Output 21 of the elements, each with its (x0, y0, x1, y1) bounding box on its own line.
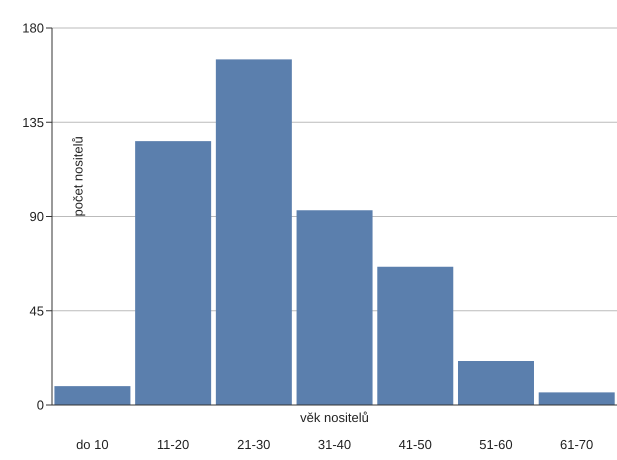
y-tick-label: 135 (22, 114, 44, 130)
y-tick-label: 180 (22, 20, 44, 36)
y-axis-title: počet nositelů (70, 136, 86, 216)
x-axis-title: věk nositelů (300, 410, 369, 426)
x-tick-label: 61-70 (560, 437, 594, 452)
y-tick-label: 0 (36, 398, 44, 413)
bar (54, 386, 130, 405)
x-tick-label: 41-50 (398, 437, 432, 452)
bar (135, 141, 212, 405)
bar (216, 59, 292, 405)
x-tick-label: 31-40 (318, 437, 352, 452)
bar (296, 210, 373, 405)
bar (458, 361, 534, 405)
bar (377, 266, 454, 405)
x-tick-label: 51-60 (479, 437, 513, 452)
x-tick-label: 11-20 (156, 437, 190, 452)
x-tick-label: 21-30 (237, 437, 270, 452)
y-tick-label: 45 (30, 303, 44, 318)
x-tick-label: do 10 (76, 437, 109, 452)
y-tick-label: 90 (30, 209, 44, 224)
bar (538, 392, 615, 405)
